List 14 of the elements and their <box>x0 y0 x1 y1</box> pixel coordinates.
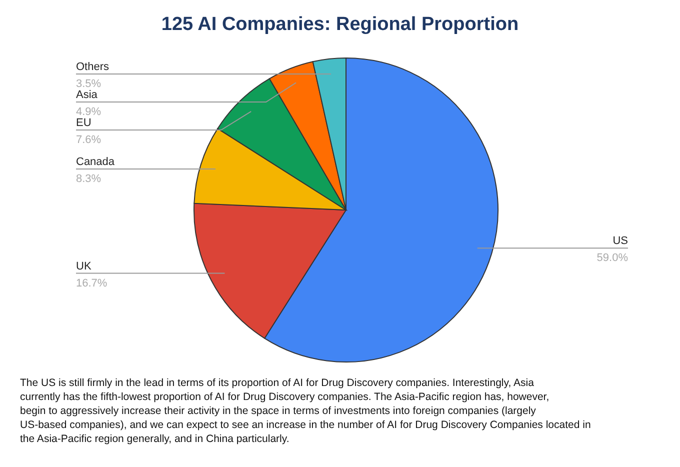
data-label: 8.3% <box>76 172 102 185</box>
slice-label: UK <box>76 260 92 272</box>
data-label: 7.6% <box>76 134 102 146</box>
slice-label: Asia <box>76 89 98 102</box>
data-label: 4.9% <box>76 106 102 118</box>
slice-label: US <box>612 235 628 248</box>
data-label: 16.7% <box>76 277 108 290</box>
slice-label: EU <box>76 117 92 130</box>
slice-label: Canada <box>76 156 116 168</box>
chart-title: 125 AI Companies: Regional Proportion <box>161 14 519 35</box>
data-label: 3.5% <box>76 78 102 90</box>
data-label: 59.0% <box>596 252 628 264</box>
text: The US is still firmly in the lead in terms of its proportion of AI for Drug Discovery companies. Interestingly, Asia currently has the fifth-lowest proportion of AI for Drug Discovery companies. The Asia-Pacific region has, however, begin to aggressively increase their activity in the space in terms of investments into foreign companies (largely US-based companies), and we can expect to see an increase in the number of AI for Drug Discovery Companies located in the Asia-Pacific region generally, and in China particularly. <box>20 377 591 445</box>
slice-label: Others <box>76 61 110 74</box>
